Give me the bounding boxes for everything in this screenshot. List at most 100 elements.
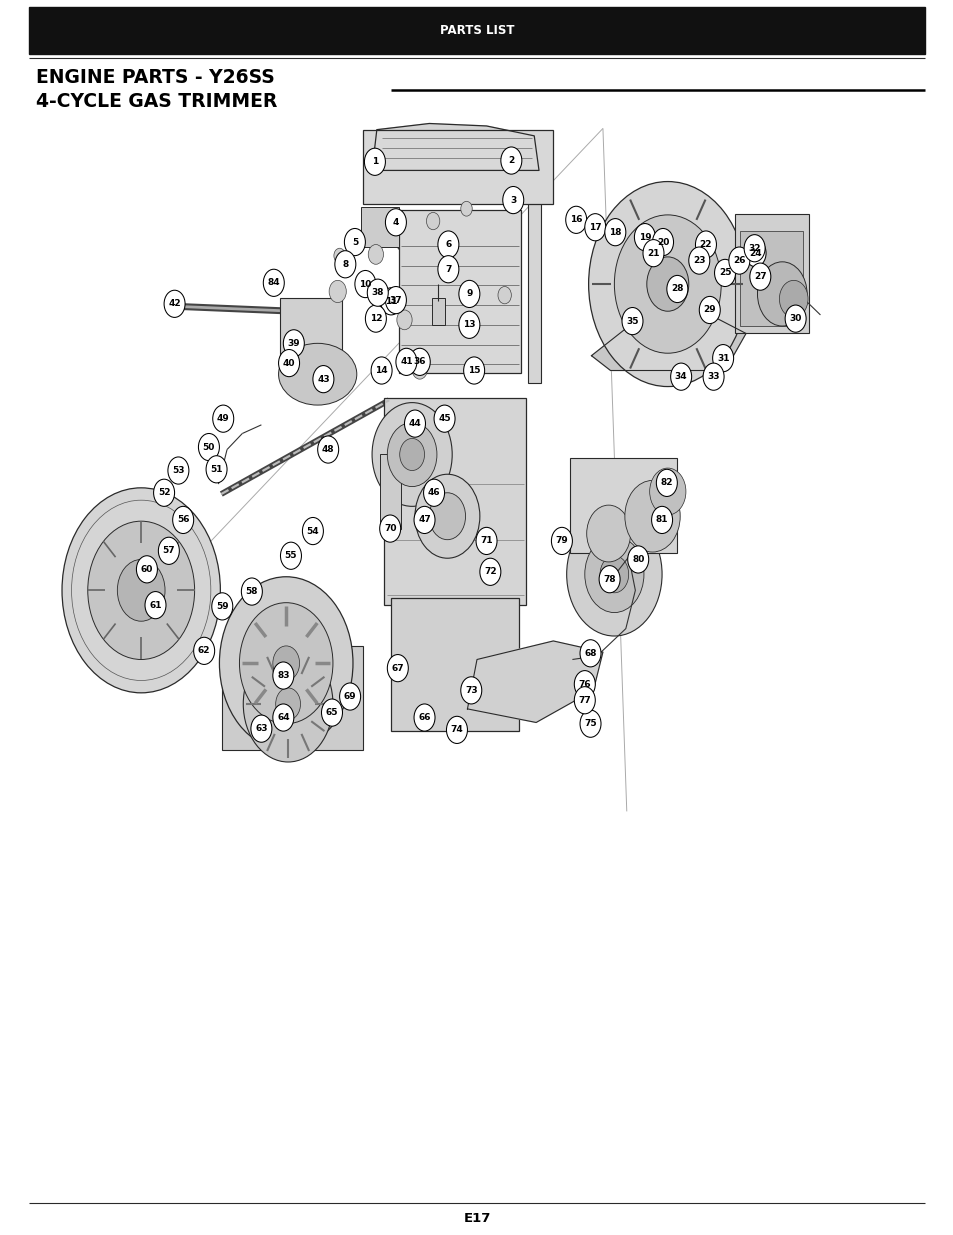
Text: 55: 55 [284,551,297,561]
Circle shape [404,410,425,437]
Text: 41: 41 [399,357,413,367]
Circle shape [437,231,458,258]
Text: PARTS LIST: PARTS LIST [439,23,514,37]
Circle shape [429,493,465,540]
Circle shape [627,546,648,573]
Text: 20: 20 [657,237,668,247]
Circle shape [278,350,299,377]
Circle shape [584,536,643,613]
Circle shape [423,479,444,506]
Text: 48: 48 [321,445,335,454]
Bar [398,210,520,373]
Ellipse shape [278,343,356,405]
Text: 80: 80 [632,555,643,564]
Circle shape [339,683,360,710]
Text: 27: 27 [753,272,766,282]
Text: 46: 46 [427,488,440,498]
Circle shape [364,148,385,175]
Circle shape [355,270,375,298]
Text: ENGINE PARTS - Y26SS: ENGINE PARTS - Y26SS [36,68,274,88]
Circle shape [460,677,481,704]
Circle shape [340,261,350,273]
Text: 83: 83 [276,671,290,680]
Circle shape [712,345,733,372]
Circle shape [412,359,427,379]
Text: 69: 69 [343,692,356,701]
Circle shape [586,505,630,562]
Text: 24: 24 [748,248,761,258]
Circle shape [206,456,227,483]
Text: 6: 6 [445,240,451,249]
Circle shape [158,537,179,564]
Text: 5: 5 [352,237,357,247]
Text: 19: 19 [638,232,651,242]
Circle shape [784,305,805,332]
Text: 37: 37 [389,295,402,305]
Text: 66: 66 [417,713,431,722]
Text: 12: 12 [369,314,382,324]
Bar [570,458,677,553]
Text: 26: 26 [732,256,745,266]
Circle shape [728,247,749,274]
Text: 71: 71 [479,536,493,546]
Text: 79: 79 [555,536,568,546]
Circle shape [624,480,679,552]
Text: 44: 44 [408,419,421,429]
Circle shape [385,287,406,314]
Circle shape [302,517,323,545]
Text: 14: 14 [375,366,388,375]
Text: 49: 49 [216,414,230,424]
Circle shape [335,251,355,278]
Bar [222,646,362,750]
Text: 29: 29 [702,305,716,315]
Bar [384,398,525,605]
Text: 35: 35 [625,316,639,326]
Text: 4: 4 [393,217,398,227]
Text: 7: 7 [445,264,451,274]
Text: 63: 63 [254,724,268,734]
Bar [527,148,540,383]
Circle shape [574,671,595,698]
Circle shape [273,646,299,680]
Circle shape [551,527,572,555]
Text: E17: E17 [463,1213,490,1225]
Circle shape [565,206,586,233]
Text: 81: 81 [655,515,668,525]
Bar [379,454,400,529]
Circle shape [446,716,467,743]
Circle shape [695,231,716,258]
Circle shape [136,556,157,583]
Circle shape [670,363,691,390]
Text: 4-CYCLE GAS TRIMMER: 4-CYCLE GAS TRIMMER [36,91,277,111]
Text: 18: 18 [608,227,621,237]
Text: 76: 76 [578,679,591,689]
Circle shape [599,556,628,593]
Circle shape [273,704,294,731]
Text: 31: 31 [716,353,729,363]
Circle shape [387,655,408,682]
Text: 2: 2 [508,156,514,165]
Circle shape [198,433,219,461]
Circle shape [779,280,807,317]
Text: 1: 1 [372,157,377,167]
Text: 62: 62 [197,646,211,656]
Ellipse shape [395,224,435,256]
Text: 10: 10 [359,279,371,289]
Circle shape [153,479,174,506]
Text: 8: 8 [342,259,348,269]
Circle shape [409,348,430,375]
Circle shape [372,403,452,506]
Circle shape [500,147,521,174]
Circle shape [434,405,455,432]
Text: 47: 47 [417,515,431,525]
Circle shape [219,577,353,750]
Circle shape [579,640,600,667]
Circle shape [329,280,346,303]
Text: 59: 59 [215,601,229,611]
Circle shape [566,513,661,636]
Circle shape [88,521,194,659]
Circle shape [463,357,484,384]
Circle shape [380,288,401,315]
Circle shape [702,363,723,390]
Text: 54: 54 [306,526,319,536]
